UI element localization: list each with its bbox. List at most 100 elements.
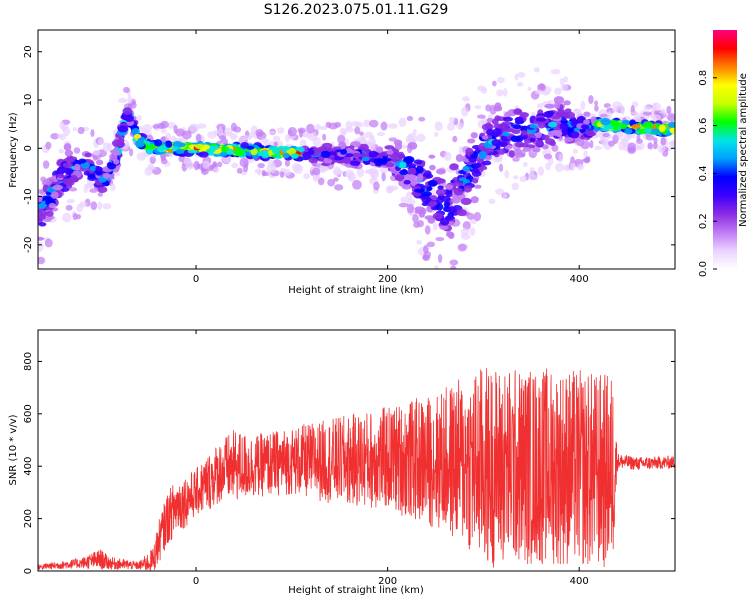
spectrogram-cell (522, 147, 532, 152)
spectrogram-cell (284, 168, 291, 176)
spectrogram-cell (373, 181, 380, 191)
spectrogram-cell (376, 146, 384, 154)
spectrogram-cell (416, 173, 424, 182)
spectrogram-cell (90, 201, 98, 211)
spectrogram-cell (165, 132, 172, 142)
spectrogram-cell (320, 150, 331, 158)
spectrogram-cell (189, 123, 200, 133)
spectrogram-cell (72, 212, 78, 221)
spectrogram-cell (529, 123, 539, 129)
spectrogram-cell (370, 135, 375, 140)
spectrogram-cell (345, 153, 354, 158)
spectrogram-cell (554, 162, 564, 172)
spectrogram-cell (414, 209, 423, 215)
spectrogram-cell (284, 159, 291, 167)
spectrogram-cell (134, 133, 142, 139)
spectrogram-cell (350, 121, 361, 127)
spectrogram-cell (175, 148, 185, 155)
spectrogram-cell (448, 116, 456, 123)
spectrogram-x-axis-label: Height of straight line (km) (288, 285, 424, 296)
spectrogram-cell (619, 123, 628, 130)
spectrogram-cell (319, 125, 328, 131)
spectrogram-cell (520, 130, 528, 136)
spectrogram-cell (453, 187, 464, 196)
spectrogram-cell (636, 134, 641, 141)
spectrogram-cell (38, 236, 45, 241)
spectrogram-cell (64, 167, 74, 175)
spectrogram-cell (334, 184, 344, 191)
spectrogram-cell (588, 94, 594, 104)
spectrogram-cell (643, 121, 654, 130)
spectrogram-cell (230, 122, 237, 132)
spectrogram-cell (644, 127, 652, 134)
spectrogram-cell (428, 154, 436, 159)
spectrogram-cell (413, 221, 421, 229)
spectrogram-cell (559, 77, 565, 86)
spectrogram-cell (512, 156, 520, 162)
spectrogram-cell (658, 124, 666, 132)
spectrogram-cell (533, 67, 540, 73)
spectrogram-cell (426, 186, 433, 191)
spectrogram-cell (585, 130, 595, 137)
spectrogram-cell (580, 100, 586, 111)
spectrogram-cell (209, 145, 220, 150)
y-tick-label: -20 (23, 237, 34, 253)
spectrogram-cell (435, 188, 447, 196)
spectrogram-cell (426, 241, 436, 248)
spectrogram-cell (127, 95, 133, 104)
spectrogram-cell (312, 136, 321, 147)
spectrogram-cell (44, 238, 53, 248)
spectrogram-cell (398, 117, 407, 127)
spectrogram-cell (379, 166, 389, 174)
snr-panel: 0 200 400 0 200 400 600 800 Height of straight… (8, 329, 676, 596)
spectrogram-cell (149, 155, 156, 165)
spectrogram-cell (50, 132, 60, 140)
spectrogram-cell (226, 148, 234, 155)
spectrogram-cell (154, 139, 163, 147)
spectrogram-cell (462, 165, 470, 172)
spectrogram-cell (536, 103, 544, 109)
spectrogram-cell (498, 148, 506, 155)
spectrogram-cell (415, 165, 424, 174)
spectrogram-cell (483, 148, 495, 153)
spectrogram-cell (48, 202, 56, 209)
spectrogram-cell (368, 119, 379, 128)
spectrogram-cell (572, 148, 578, 154)
spectrogram-cell (273, 141, 278, 147)
spectrogram-cell (569, 131, 580, 139)
figure-title: S126.2023.075.01.11.G29 (264, 2, 449, 18)
spectrogram-cell (332, 166, 341, 177)
spectrogram-cell (365, 169, 376, 174)
spectrogram-cell (412, 213, 419, 223)
spectrogram-cell (179, 142, 186, 148)
spectrogram-cell (461, 96, 470, 102)
spectrogram-cell (445, 231, 454, 238)
spectrogram-cell (582, 124, 590, 130)
spectrogram-cell (339, 127, 347, 135)
spectrogram-cell (80, 162, 91, 169)
spectrogram-cell (612, 101, 623, 110)
spectrogram-cell (508, 150, 516, 158)
spectrogram-cell (406, 115, 414, 122)
spectrogram-cell (102, 172, 111, 179)
spectrogram-cell (50, 191, 59, 199)
spectrogram-cell (560, 83, 568, 92)
spectrogram-cell (325, 121, 332, 128)
spectrogram-cell (516, 71, 526, 78)
spectrogram-cell (485, 104, 492, 112)
spectrogram-cell (66, 198, 75, 204)
spectrogram-cell (312, 167, 321, 176)
snr-x-ticks: 0 200 400 (193, 330, 589, 587)
spectrogram-cell (514, 148, 523, 155)
spectrogram-cell (333, 177, 339, 182)
spectrogram-cell (196, 123, 207, 129)
spectrogram-cell (481, 117, 488, 125)
x-tick-label: 200 (378, 576, 397, 587)
spectrogram-cell (576, 116, 585, 124)
colorbar-tick-label: 0.8 (698, 70, 709, 86)
spectrogram-cell (657, 144, 666, 154)
spectrogram-cell (643, 105, 652, 111)
spectrogram-cell (437, 185, 444, 190)
spectrogram-cell (528, 174, 539, 181)
spectrogram-cell (456, 209, 467, 217)
